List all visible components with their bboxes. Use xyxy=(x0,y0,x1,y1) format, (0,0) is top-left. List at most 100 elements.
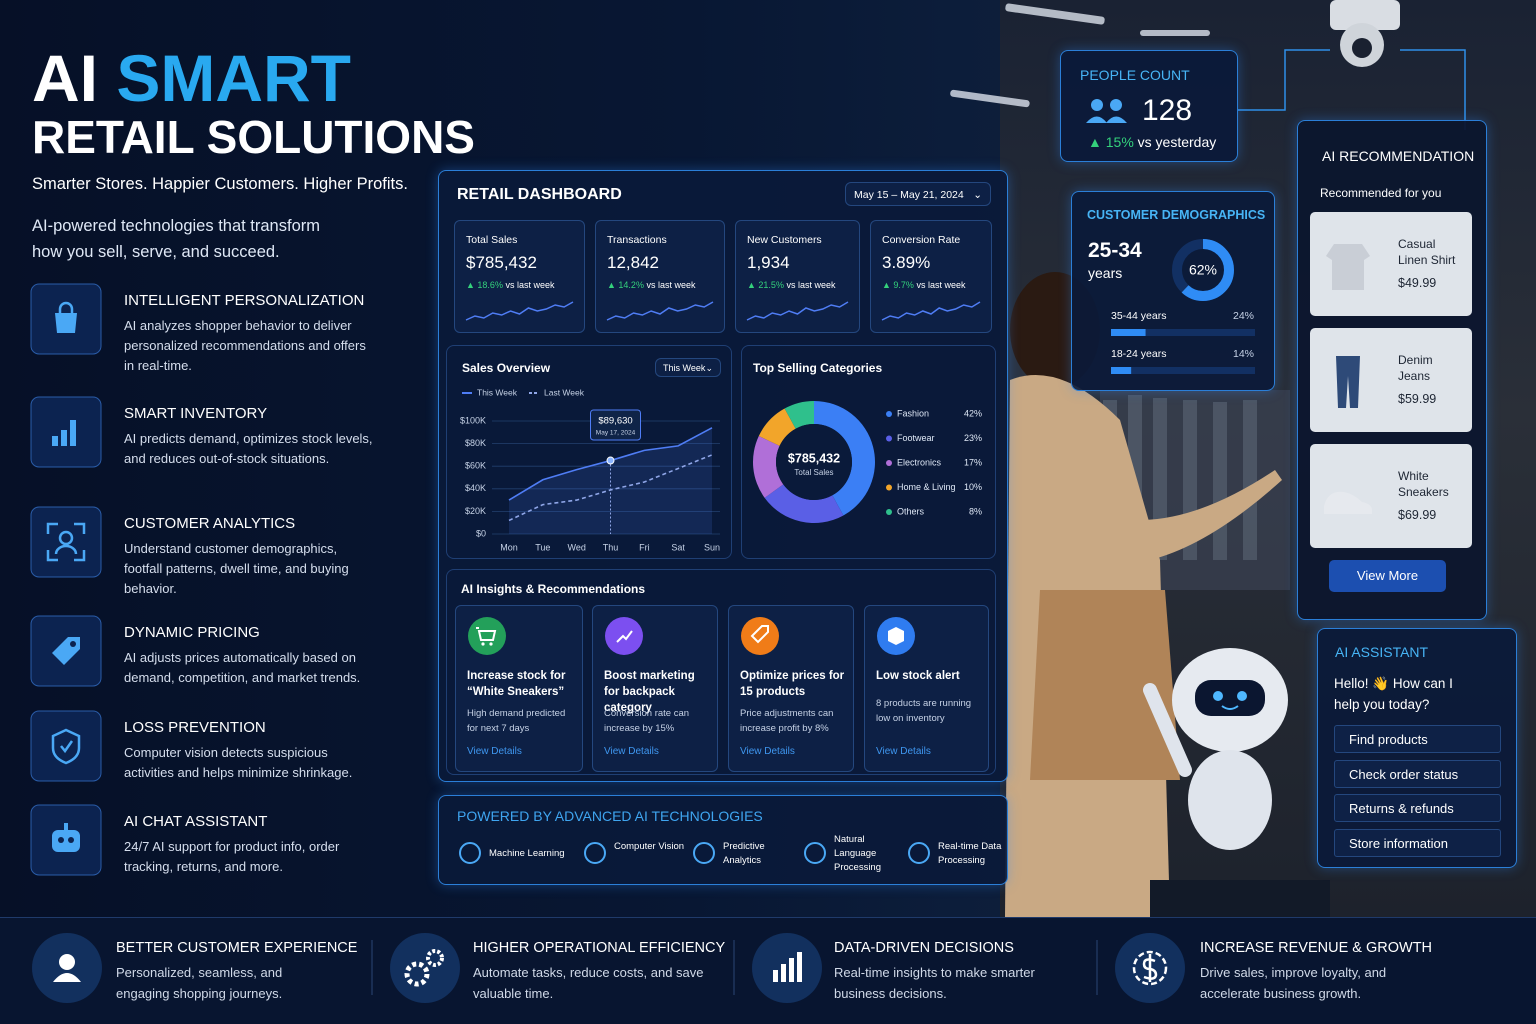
view-more-button[interactable]: View More xyxy=(1329,560,1446,592)
tech-icon xyxy=(908,842,930,864)
legend-label: Footwear xyxy=(897,433,935,443)
product-image xyxy=(1324,491,1372,514)
feature-text: AI predicts demand, optimizes stock leve… xyxy=(124,431,373,466)
chevron: ⌄ xyxy=(973,189,982,201)
note: vs last week xyxy=(786,280,836,290)
benefit-title: BETTER CUSTOMER EXPERIENCE xyxy=(116,940,358,956)
glyph-part xyxy=(58,530,74,546)
legend-dot xyxy=(886,460,892,466)
pie-slice xyxy=(758,408,796,446)
tech-label: Real-time Data Processing xyxy=(938,841,1002,866)
assistant-title: AI ASSISTANT xyxy=(1335,644,1429,660)
feature-title: SMART INVENTORY xyxy=(124,405,268,422)
assistant-option[interactable]: Check order status xyxy=(1334,759,1501,788)
legend-label: Home & Living xyxy=(897,482,956,492)
assistant-option[interactable]: Find products xyxy=(1334,725,1501,753)
glyph-part xyxy=(1132,950,1168,986)
bar xyxy=(1111,329,1146,336)
people-icon xyxy=(1086,116,1127,123)
benefit-text: Automate tasks, reduce costs, and save v… xyxy=(473,965,704,1001)
glyph-part xyxy=(481,642,485,646)
insight-icon-bg xyxy=(468,617,506,655)
bar xyxy=(1111,367,1132,374)
value-label: 8% xyxy=(969,506,982,516)
x-tick-label: Sat xyxy=(671,542,685,552)
benefit-title: HIGHER OPERATIONAL EFFICIENCY xyxy=(473,940,726,956)
kpi-label: Total Sales xyxy=(466,234,518,246)
tech-label: Natural Language Processing xyxy=(834,834,881,873)
insight-icon xyxy=(877,617,915,655)
x-tick-label: Wed xyxy=(567,542,585,552)
value-label: 10% xyxy=(964,482,982,492)
feature-icon xyxy=(30,710,102,782)
date-range-picker[interactable]: May 15 – May 21, 2024 ⌄ xyxy=(845,182,991,206)
kpi-change: ▲ 21.5% vs last week xyxy=(747,280,836,290)
kpi-change: ▲ 18.6% vs last week xyxy=(466,280,555,290)
pie-slice xyxy=(784,401,814,429)
legend-label: Others xyxy=(897,506,925,516)
insight-text: Price adjustments can increase profit by… xyxy=(740,708,834,734)
glyph-part xyxy=(616,630,633,643)
glyph-part xyxy=(55,313,77,333)
y-tick-label: $80K xyxy=(465,438,486,448)
change: 15% xyxy=(1105,134,1134,150)
glyph-part xyxy=(789,958,794,982)
tech-icon xyxy=(693,842,715,864)
value-label: 42% xyxy=(964,408,982,418)
feature-title: LOSS PREVENTION xyxy=(124,719,266,736)
note: vs last week xyxy=(646,280,696,290)
image-part xyxy=(1326,244,1370,290)
sparkline xyxy=(465,301,574,321)
kpi-value: 1,934 xyxy=(747,253,790,272)
demographics-title: CUSTOMER DEMOGRAPHICS xyxy=(1087,208,1266,222)
sales-overview-panel xyxy=(446,345,732,559)
feature-title: CUSTOMER ANALYTICS xyxy=(124,515,296,532)
sparkline xyxy=(881,301,981,321)
assistant-option[interactable]: Store information xyxy=(1334,828,1501,857)
glyph-part xyxy=(53,973,81,982)
benefit-icon xyxy=(752,933,822,1003)
glyph-part xyxy=(58,301,74,313)
benefit-icon-bg xyxy=(752,933,822,1003)
y-tick-label: $20K xyxy=(465,506,486,516)
period-picker[interactable]: This Week ⌄ xyxy=(655,358,721,377)
point xyxy=(606,456,615,465)
glyph-part xyxy=(888,627,904,645)
feature-icon-glyph xyxy=(55,301,77,333)
people-count-title: PEOPLE COUNT xyxy=(1080,67,1190,83)
people-count-panel xyxy=(1060,50,1238,162)
tech-label: Machine Learning xyxy=(489,848,565,859)
glyph-part xyxy=(797,952,802,982)
primary-range: 25-34 xyxy=(1088,239,1142,262)
demographics-panel xyxy=(1071,191,1275,391)
pie-center-label: Total Sales xyxy=(794,468,833,477)
insight-glyph xyxy=(888,627,904,645)
legend-dot xyxy=(886,411,892,417)
insight-link[interactable]: View Details xyxy=(740,746,795,757)
period: This Week xyxy=(663,363,706,373)
insight-link[interactable]: View Details xyxy=(467,746,522,757)
bar-track xyxy=(1111,367,1255,374)
insight-icon xyxy=(741,617,779,655)
insight-link[interactable]: View Details xyxy=(604,746,659,757)
insight-link[interactable]: View Details xyxy=(876,746,931,757)
assistant-option[interactable]: Returns & refunds xyxy=(1334,794,1501,822)
glyph-part xyxy=(46,522,86,562)
title-smart: SMART xyxy=(116,41,351,115)
benefit-text: Drive sales, improve loyalty, and accele… xyxy=(1200,965,1387,1001)
benefit-glyph xyxy=(773,952,802,982)
x-tick-label: Thu xyxy=(603,542,619,552)
people-icon xyxy=(1091,99,1103,111)
assistant-greeting: Hello! 👋 How can I help you today? xyxy=(1334,676,1453,712)
change: 9.7% xyxy=(893,280,914,290)
feature-icon-bg xyxy=(30,506,102,578)
up-arrow: ▲ xyxy=(747,280,759,290)
tagline: Smarter Stores. Happier Customers. Highe… xyxy=(32,175,408,193)
product-price: $49.99 xyxy=(1398,276,1437,290)
glyph-part xyxy=(61,430,67,446)
people-count-change: ▲ 15% vs yesterday xyxy=(1088,134,1216,150)
group-label: 35-44 years xyxy=(1111,310,1166,322)
